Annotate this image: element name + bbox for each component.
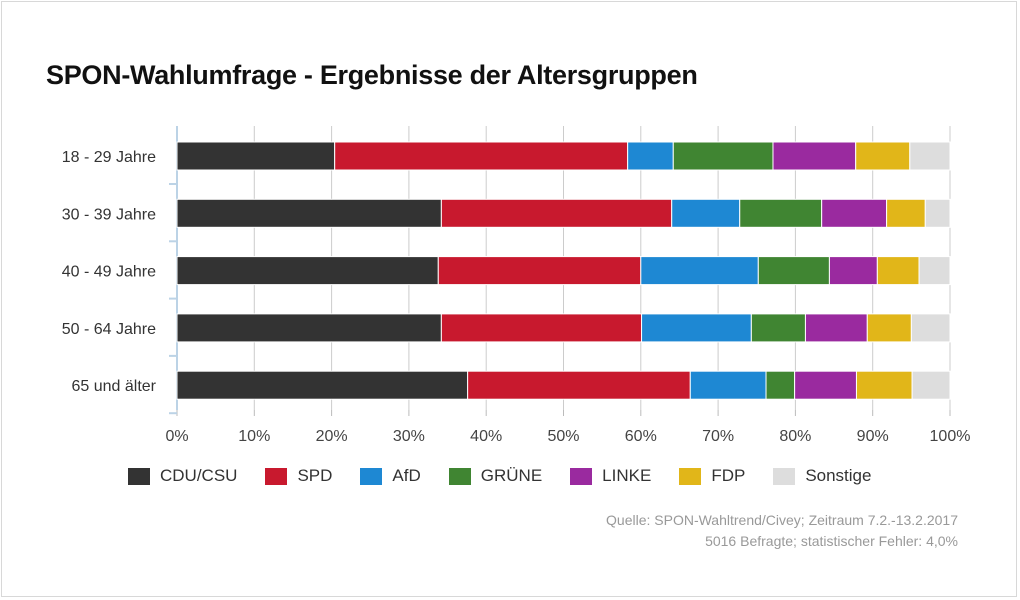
bar-cdu-csu-row-4: [176, 370, 469, 400]
x-tick-label-70: 70%: [702, 428, 734, 445]
bar-cdu-csu-row-1: [176, 198, 442, 228]
bar-spd-row-4: [467, 370, 691, 400]
x-tick-label-100: 100%: [930, 428, 971, 445]
legend-label: SPD: [297, 466, 333, 485]
bar-cdu-csu-row-3: [176, 313, 442, 343]
source-note: Quelle: SPON-Wahltrend/Civey; Zeitraum 7…: [606, 510, 958, 552]
legend-item: GRÜNE: [448, 466, 543, 486]
bar-fdp-row-1: [886, 198, 926, 228]
bar-fdp-row-3: [866, 313, 912, 343]
legend-label: AfD: [392, 466, 421, 485]
legend-item: SPD: [265, 466, 332, 486]
source-line-1: Quelle: SPON-Wahltrend/Civey; Zeitraum 7…: [606, 512, 958, 528]
bar-spd-row-0: [334, 141, 629, 171]
bar-fdp-row-4: [855, 370, 913, 400]
bar-gr-ne-row-1: [739, 198, 823, 228]
legend-item: FDP: [679, 466, 745, 486]
legend-label: FDP: [711, 466, 746, 485]
x-tick-label-20: 20%: [316, 428, 348, 445]
bar-cdu-csu-row-2: [176, 256, 439, 286]
bar-spd-row-1: [440, 198, 673, 228]
category-label: 65 und älter: [71, 378, 156, 395]
legend-item: LINKE: [570, 466, 651, 486]
bar-sonstige-row-2: [918, 256, 951, 286]
stacked-bar-chart: 0% 10% 20% 30% 40% 50% 60% 70% 80% 90% 100% 18 - 29…: [62, 126, 971, 445]
x-tick-label-80: 80%: [779, 428, 811, 445]
bar-afd-row-0: [627, 141, 674, 171]
bar-gr-ne-row-2: [757, 256, 830, 286]
legend: CDU/CSU SPD AfD GRÜNE LINKE FDP Sonstige: [128, 466, 899, 486]
bar-gr-ne-row-3: [750, 313, 806, 343]
legend-item: Sonstige: [773, 466, 871, 486]
legend-label: GRÜNE: [480, 466, 543, 485]
x-tick-label-40: 40%: [470, 428, 502, 445]
bar-afd-row-4: [689, 370, 767, 400]
bar-linke-row-4: [794, 370, 857, 400]
legend-item: AfD: [360, 466, 421, 486]
source-line-2: 5016 Befragte; statistischer Fehler: 4,0…: [705, 533, 958, 549]
category-label: 50 - 64 Jahre: [62, 321, 156, 338]
legend-swatch: [448, 467, 471, 485]
category-label: 30 - 39 Jahre: [62, 206, 156, 223]
bar-sonstige-row-1: [924, 198, 951, 228]
legend-swatch: [265, 467, 288, 485]
bar-linke-row-0: [772, 141, 857, 171]
bar-gr-ne-row-4: [765, 370, 796, 400]
legend-label: CDU/CSU: [160, 466, 238, 485]
legend-item: CDU/CSU: [128, 466, 237, 486]
bar-linke-row-1: [821, 198, 888, 228]
bar-linke-row-2: [828, 256, 878, 286]
x-tick-label-50: 50%: [547, 428, 579, 445]
legend-swatch: [773, 467, 796, 485]
legend-swatch: [360, 467, 383, 485]
bar-linke-row-3: [804, 313, 868, 343]
legend-swatch: [679, 467, 702, 485]
legend-swatch: [570, 467, 593, 485]
bar-gr-ne-row-0: [672, 141, 774, 171]
x-tick-label-90: 90%: [857, 428, 889, 445]
bar-afd-row-2: [640, 256, 759, 286]
bar-spd-row-2: [437, 256, 642, 286]
bar-fdp-row-2: [876, 256, 920, 286]
bar-sonstige-row-4: [911, 370, 951, 400]
bar-sonstige-row-0: [909, 141, 951, 171]
bar-sonstige-row-3: [910, 313, 951, 343]
x-tick-label-60: 60%: [625, 428, 657, 445]
category-label: 40 - 49 Jahre: [62, 264, 156, 281]
x-tick-label-30: 30%: [393, 428, 425, 445]
bar-spd-row-3: [440, 313, 643, 343]
legend-label: LINKE: [602, 466, 652, 485]
legend-swatch: [128, 467, 150, 485]
bar-afd-row-3: [641, 313, 752, 343]
category-label: 18 - 29 Jahre: [62, 149, 156, 166]
bar-cdu-csu-row-0: [176, 141, 336, 171]
bar-afd-row-1: [671, 198, 741, 228]
chart-title: SPON-Wahlumfrage - Ergebnisse der Alters…: [46, 60, 698, 90]
x-tick-label-10: 10%: [238, 428, 270, 445]
x-tick-label-0: 0%: [165, 428, 188, 445]
legend-label: Sonstige: [805, 466, 872, 485]
bar-fdp-row-0: [855, 141, 911, 171]
